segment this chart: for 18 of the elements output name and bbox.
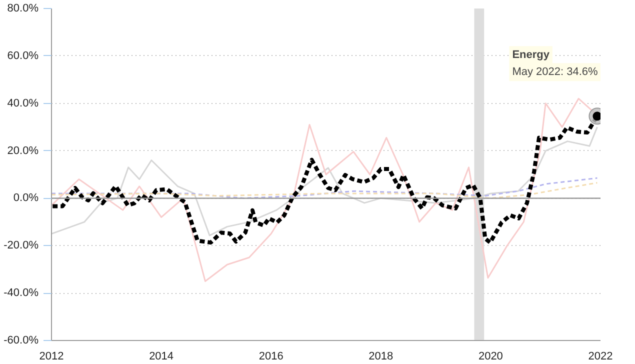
y-tick-label: -60.0% [4,334,39,346]
x-tick-label: 2018 [368,350,394,362]
line-series [52,182,598,199]
x-tick-label: 2014 [149,350,174,362]
y-tick-label: -40.0% [4,287,39,300]
x-tick-label: 2020 [478,350,503,362]
y-tick-label: 40.0% [7,97,39,110]
y-tick-label: 80.0% [7,2,39,14]
y-tick-label: 60.0% [7,50,39,62]
y-tick-label: 0.0% [13,192,39,204]
y-tick-label: 20.0% [7,144,39,157]
text: Energy [512,49,550,62]
x-tick-label: 2016 [258,350,284,362]
x-tick-label: 2022 [588,350,613,362]
y-tick-label: -20.0% [4,240,39,252]
x-tick-label: 2012 [39,350,64,362]
annotation: May 2022: 34.6% [512,66,598,78]
line-series [52,177,598,199]
